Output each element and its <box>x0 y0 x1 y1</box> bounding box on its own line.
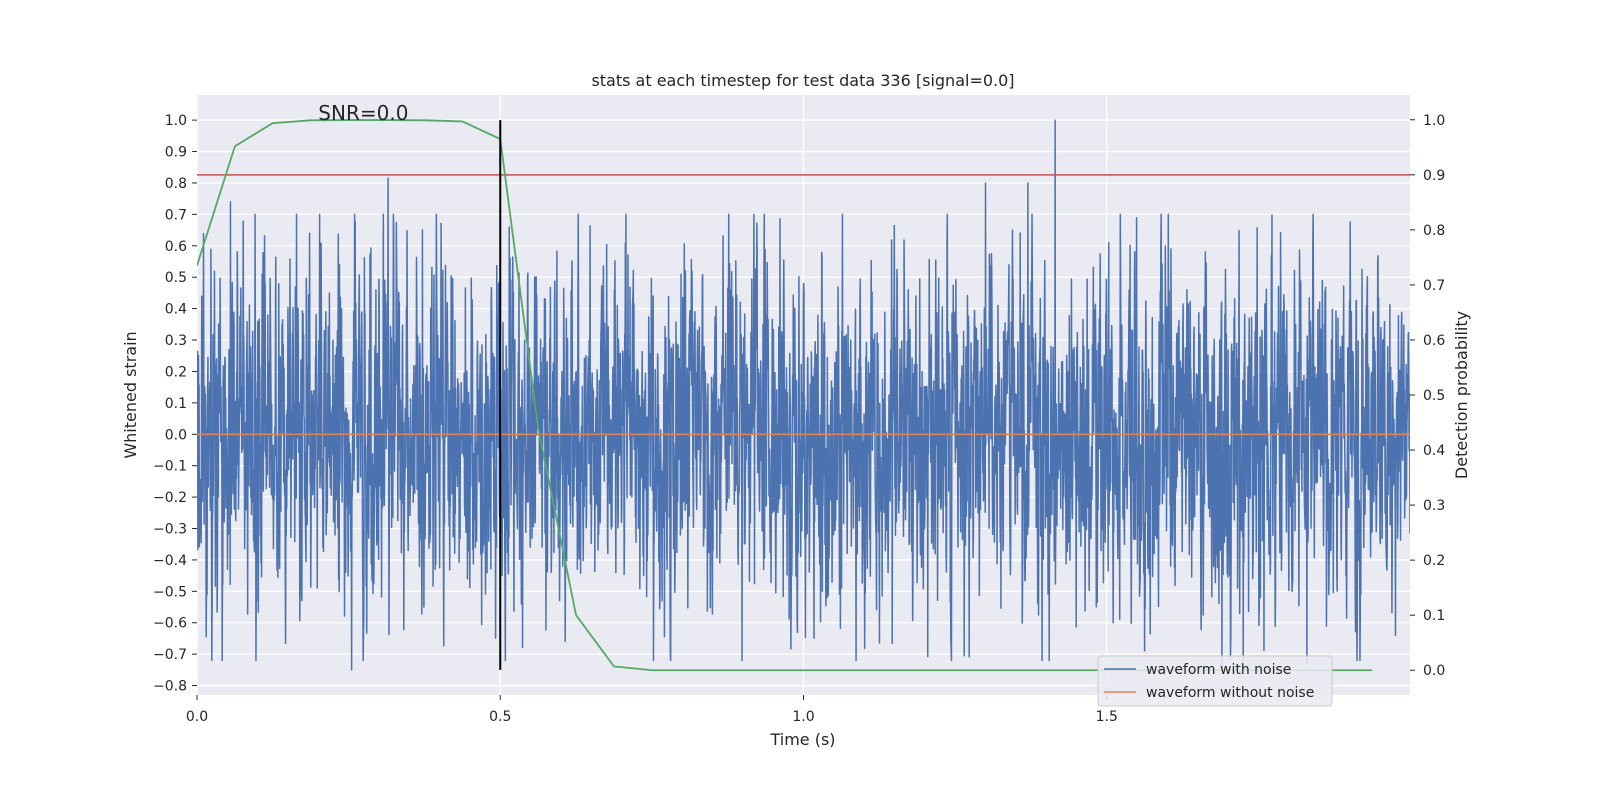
series-waveform-with-noise <box>197 119 1410 671</box>
x-tick-label: 0.5 <box>489 709 511 725</box>
y-right-tick-label: 0.7 <box>1423 278 1445 294</box>
y-right-tick-label: 0.3 <box>1423 498 1445 514</box>
y-right-tick-label: 0.4 <box>1423 443 1445 459</box>
x-tick-label: 1.0 <box>792 709 814 725</box>
y-right-tick-label: 0.9 <box>1423 168 1445 184</box>
y-right-tick-label: 0.6 <box>1423 333 1445 349</box>
plot-content <box>197 119 1410 672</box>
y-left-tick-label: 0.0 <box>165 427 187 443</box>
y-left-tick-label: −0.6 <box>153 616 187 632</box>
y-left-tick-label: 1.0 <box>165 113 187 129</box>
y-left-tick-label: −0.2 <box>153 490 187 506</box>
y-left-tick-label: 0.3 <box>165 333 187 349</box>
legend: waveform with noise waveform without noi… <box>1097 655 1333 707</box>
x-axis-label: Time (s) <box>769 730 835 749</box>
y-left-tick-label: −0.3 <box>153 522 187 538</box>
y-left-tick-label: −0.5 <box>153 584 187 600</box>
y-right-tick-label: 0.0 <box>1423 663 1445 679</box>
y-right-tick-label: 0.5 <box>1423 388 1445 404</box>
y-left-tick-label: 0.2 <box>165 364 187 380</box>
chart-title: stats at each timestep for test data 336… <box>591 71 1014 90</box>
legend-label-clean: waveform without noise <box>1146 685 1314 701</box>
y-right-tick-label: 0.1 <box>1423 608 1445 624</box>
y-axis-left-label: Whitened strain <box>121 331 140 458</box>
y-left-tick-label: −0.7 <box>153 647 187 663</box>
y-left-tick-label: 0.4 <box>165 302 187 318</box>
y-left-tick-label: −0.1 <box>153 459 187 475</box>
snr-annotation: SNR=0.0 <box>318 101 408 125</box>
y-axis-right-label: Detection probability <box>1452 311 1471 479</box>
y-right-tick-label: 0.2 <box>1423 553 1445 569</box>
y-left-tick-label: 0.8 <box>165 176 187 192</box>
legend-label-noise: waveform with noise <box>1146 662 1291 678</box>
y-left-tick-label: 0.1 <box>165 396 187 412</box>
y-left-tick-label: −0.4 <box>153 553 187 569</box>
axes: 0.0 0.5 1.0 1.5 1.0 0.9 0.8 0.7 0.6 0.5 0.4 0.3 0.2 0… <box>153 113 1445 725</box>
legend-box <box>1097 655 1333 707</box>
y-left-tick-label: 0.9 <box>165 145 187 161</box>
y-left-tick-label: −0.8 <box>153 679 187 695</box>
y-left-tick-label: 0.6 <box>165 239 187 255</box>
y-left-tick-label: 0.7 <box>165 207 187 223</box>
y-right-tick-label: 0.8 <box>1423 223 1445 239</box>
y-left-tick-label: 0.5 <box>165 270 187 286</box>
x-tick-label: 1.5 <box>1096 709 1118 725</box>
x-tick-label: 0.0 <box>186 709 208 725</box>
y-right-tick-label: 1.0 <box>1423 113 1445 129</box>
